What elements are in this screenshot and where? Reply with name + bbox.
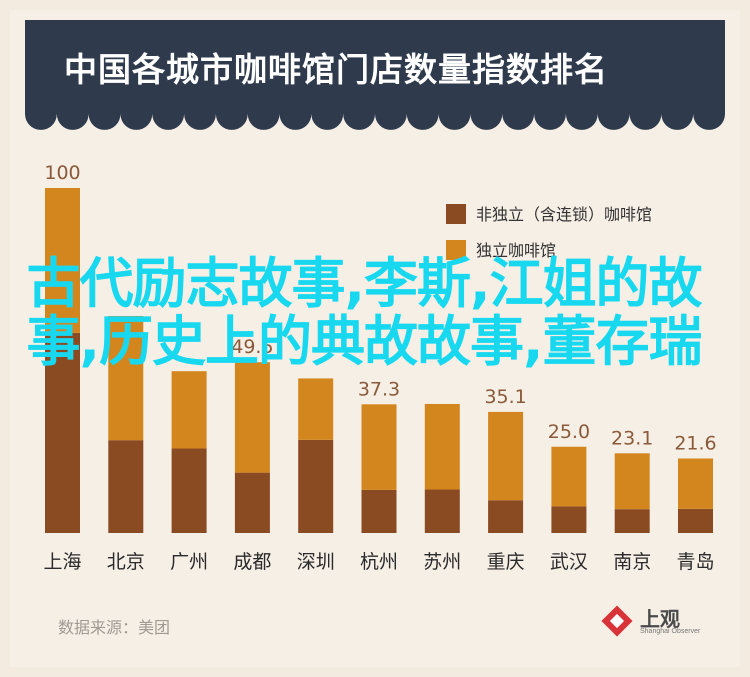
brand-logo: 上观 Shanghai Observer: [600, 602, 710, 642]
bar-independent: [488, 411, 524, 501]
bar-independent: [45, 188, 80, 333]
scallop-bump: [693, 104, 725, 130]
scallop-bump: [120, 104, 153, 130]
scallop-bump: [88, 104, 121, 130]
total-value-label: 49.5: [231, 336, 273, 358]
category-label: 成都: [233, 551, 271, 573]
bar-non-independent: [614, 509, 650, 533]
bar-independent: [424, 403, 460, 490]
scallop-bump: [502, 104, 535, 130]
scallop-bump: [629, 104, 662, 130]
bar-independent: [614, 453, 650, 510]
bar-independent: [234, 362, 270, 473]
category-label: 广州: [170, 551, 208, 573]
scallop-bump: [311, 104, 344, 130]
scallop-bump: [247, 104, 280, 130]
logo-subtitle: Shanghai Observer: [640, 628, 701, 635]
category-label: 青岛: [676, 551, 714, 573]
legend: 非独立（含连锁）咖啡馆 独立咖啡馆: [446, 204, 652, 260]
legend-label-non-independent: 非独立（含连锁）咖啡馆: [476, 205, 652, 224]
bar-non-independent: [45, 332, 80, 533]
category-label: 杭州: [360, 551, 398, 573]
bar-non-independent: [488, 500, 524, 533]
category-label: 北京: [107, 551, 145, 573]
overlay-text: 古代励志故事,李斯,江姐的故事,历史上的典故故事,董存瑞: [26, 252, 702, 373]
scallop-bump: [661, 104, 694, 130]
category-label: 南京: [613, 551, 651, 573]
scallop-bump: [215, 104, 248, 130]
scallop-bump: [470, 104, 503, 130]
category-labels: 上海 北京 广州 成都 深圳 杭州 苏州 重庆 武汉 南京 青岛: [43, 551, 714, 573]
bar-non-independent: [424, 489, 460, 533]
scallop-bump: [56, 104, 89, 130]
legend-label-independent: 独立咖啡馆: [476, 241, 556, 260]
scallop-bump: [406, 104, 439, 130]
scallop-bump: [184, 104, 216, 130]
total-value-label: 21.6: [674, 432, 716, 454]
category-label: 武汉: [550, 551, 588, 573]
bar-non-independent: [361, 489, 397, 533]
scallop-bump: [597, 104, 630, 130]
bar-independent: [171, 371, 207, 449]
bar-non-independent: [108, 440, 144, 533]
total-value-label: 35.1: [484, 386, 526, 408]
bar-independent: [678, 458, 713, 509]
bars-group: 100 49.5 37.3 35.1 25.0 23.1 21.6: [44, 162, 717, 533]
scallop-bump: [438, 104, 471, 130]
category-label: 深圳: [297, 551, 335, 573]
scallop-bump: [25, 104, 57, 130]
total-value-label: 37.3: [358, 378, 400, 400]
category-label: 上海: [43, 551, 81, 573]
category-label: 重庆: [487, 551, 525, 573]
title-banner: [25, 20, 725, 112]
legend-swatch-non-independent: [446, 204, 466, 224]
bar-non-independent: [298, 439, 334, 533]
source-note: 数据来源：美团: [58, 618, 171, 637]
bar-independent: [108, 315, 144, 441]
category-label: 苏州: [423, 551, 461, 573]
scallop-bump: [534, 104, 566, 130]
scallop-bump: [152, 104, 185, 130]
logo-icon: [601, 605, 633, 637]
scallop-bump: [279, 104, 312, 130]
chart-title: 中国各城市咖啡馆门店数量指数排名: [64, 50, 608, 89]
scallop-border: [25, 104, 725, 130]
legend-swatch-independent: [446, 240, 466, 260]
bar-non-independent: [234, 472, 270, 533]
bar-independent: [551, 446, 587, 507]
total-value-label: 25.0: [548, 421, 590, 443]
bar-non-independent: [678, 508, 713, 533]
total-value-label: 23.1: [611, 427, 653, 449]
total-value-label: 100: [44, 162, 80, 184]
bar-independent: [298, 378, 334, 440]
scallop-bump: [565, 104, 598, 130]
logo-name: 上观: [640, 607, 680, 631]
bar-non-independent: [551, 506, 587, 533]
scallop-bump: [375, 104, 407, 130]
scallop-bump: [343, 104, 375, 130]
bar-independent: [361, 404, 397, 490]
bar-non-independent: [171, 448, 207, 533]
